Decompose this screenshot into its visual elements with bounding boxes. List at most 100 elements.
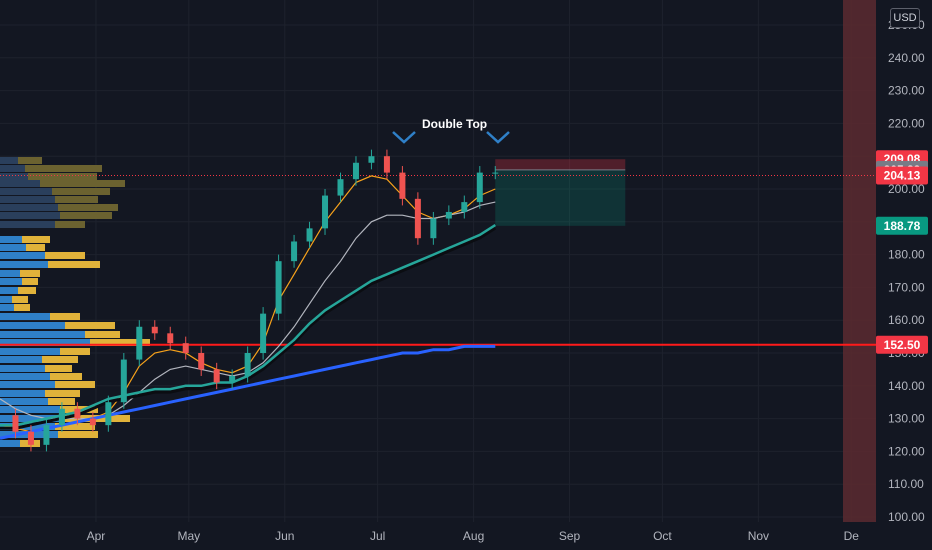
volume-bar-up: [0, 348, 60, 355]
volume-bar-up: [0, 440, 20, 447]
currency-badge[interactable]: USD: [890, 8, 920, 28]
candle-body: [167, 333, 174, 344]
volume-bar-up: [0, 381, 55, 388]
volume-bar-down: [45, 365, 72, 372]
candle-body: [383, 156, 390, 173]
candle-body: [58, 408, 65, 426]
grid: [0, 0, 876, 522]
price-tick-label: 200.00: [888, 182, 925, 196]
volume-bar-up: [0, 331, 85, 338]
volume-bar-up: [0, 236, 22, 243]
price-tick-label: 100.00: [888, 510, 925, 524]
volume-bar-up: [0, 261, 48, 268]
price-tick-label: 110.00: [888, 477, 924, 491]
candles: [12, 149, 499, 452]
volume-bar-up: [0, 196, 55, 203]
candle-body: [74, 408, 81, 419]
volume-bar-down: [55, 196, 98, 203]
volume-bar-down: [50, 313, 80, 320]
candle-body: [414, 198, 421, 239]
volume-bar-down: [85, 331, 120, 338]
candle-body: [120, 359, 127, 403]
volume-bar-up: [0, 173, 28, 180]
candle-body: [368, 156, 375, 163]
volume-bar-up: [0, 287, 18, 294]
volume-bar-up: [0, 180, 40, 187]
candle-body: [105, 402, 112, 426]
candle-body: [306, 228, 313, 242]
time-tick-label: Jul: [370, 529, 385, 543]
price-tick-label: 230.00: [888, 84, 925, 98]
price-tag: [876, 335, 928, 354]
volume-bar-up: [0, 322, 65, 329]
volume-bar-up: [0, 304, 14, 311]
candle-body: [322, 195, 329, 229]
time-tick-label: Apr: [87, 529, 106, 543]
candle-body: [89, 418, 96, 426]
volume-bar-up: [0, 313, 50, 320]
volume-bar-up: [0, 356, 42, 363]
volume-bar-up: [0, 373, 50, 380]
price-tick-label: 120.00: [888, 444, 925, 458]
price-tick-label: 170.00: [888, 280, 925, 294]
volume-bar-down: [26, 244, 45, 251]
candle-body: [244, 353, 251, 376]
volume-bar-up: [0, 212, 60, 219]
price-tick-label: 160.00: [888, 313, 925, 327]
volume-bar-down: [20, 270, 40, 277]
volume-bar-down: [55, 381, 95, 388]
double-top-markers: [392, 131, 510, 144]
time-axis[interactable]: Apr May Jun Jul Aug Sep Oct Nov De: [87, 529, 860, 543]
volume-bar-down: [40, 180, 125, 187]
volume-bar-down: [42, 356, 78, 363]
candle-body: [430, 218, 437, 239]
volume-bar-up: [0, 406, 60, 413]
candle-body: [337, 179, 344, 196]
price-tag: [876, 166, 928, 185]
volume-bar-down: [60, 348, 90, 355]
chevron-down-icon: [392, 131, 416, 144]
price-tick-label: 140.00: [888, 379, 925, 393]
price-axis[interactable]: 100.00110.00120.00130.00140.00150.00160.…: [888, 18, 925, 524]
double-top-label: Double Top: [422, 117, 488, 131]
volume-bar-down: [45, 390, 80, 397]
volume-bar-up: [0, 365, 45, 372]
horizontal-levels[interactable]: [0, 174, 876, 346]
price-tag-label: 204.13: [884, 168, 921, 182]
candle-body: [12, 415, 19, 432]
candle-body: [182, 343, 189, 353]
volume-bar-down: [48, 398, 75, 405]
candle-body: [445, 211, 452, 219]
ma-xlong-line: [0, 344, 496, 440]
volume-bar-down: [12, 296, 28, 303]
candle-body: [27, 431, 34, 445]
volume-bar-down: [58, 204, 118, 211]
time-tick-label: Nov: [748, 529, 769, 543]
time-tick-label: May: [177, 529, 200, 543]
candle-body: [43, 425, 50, 445]
highlight-band: [843, 0, 876, 522]
volume-bar-down: [50, 373, 82, 380]
candle-body: [260, 313, 267, 353]
volume-bar-up: [0, 157, 18, 164]
candle-body: [492, 172, 499, 174]
volume-bar-down: [22, 236, 50, 243]
volume-bar-up: [0, 339, 90, 346]
time-tick-label: Sep: [559, 529, 581, 543]
volume-bar-up: [0, 390, 45, 397]
candle-body: [291, 241, 298, 262]
volume-bar-up: [0, 221, 55, 228]
volume-bar-down: [28, 173, 97, 180]
short-position-tool[interactable]: [495, 159, 626, 226]
target-zone: [495, 169, 626, 226]
volume-bar-down: [18, 287, 36, 294]
volume-profile: [0, 157, 150, 447]
volume-bar-down: [90, 339, 150, 346]
volume-bar-up: [0, 415, 62, 422]
candle-body: [213, 369, 220, 383]
volume-bar-up: [0, 252, 45, 259]
volume-bar-down: [14, 304, 30, 311]
time-tick-label: Aug: [463, 529, 484, 543]
